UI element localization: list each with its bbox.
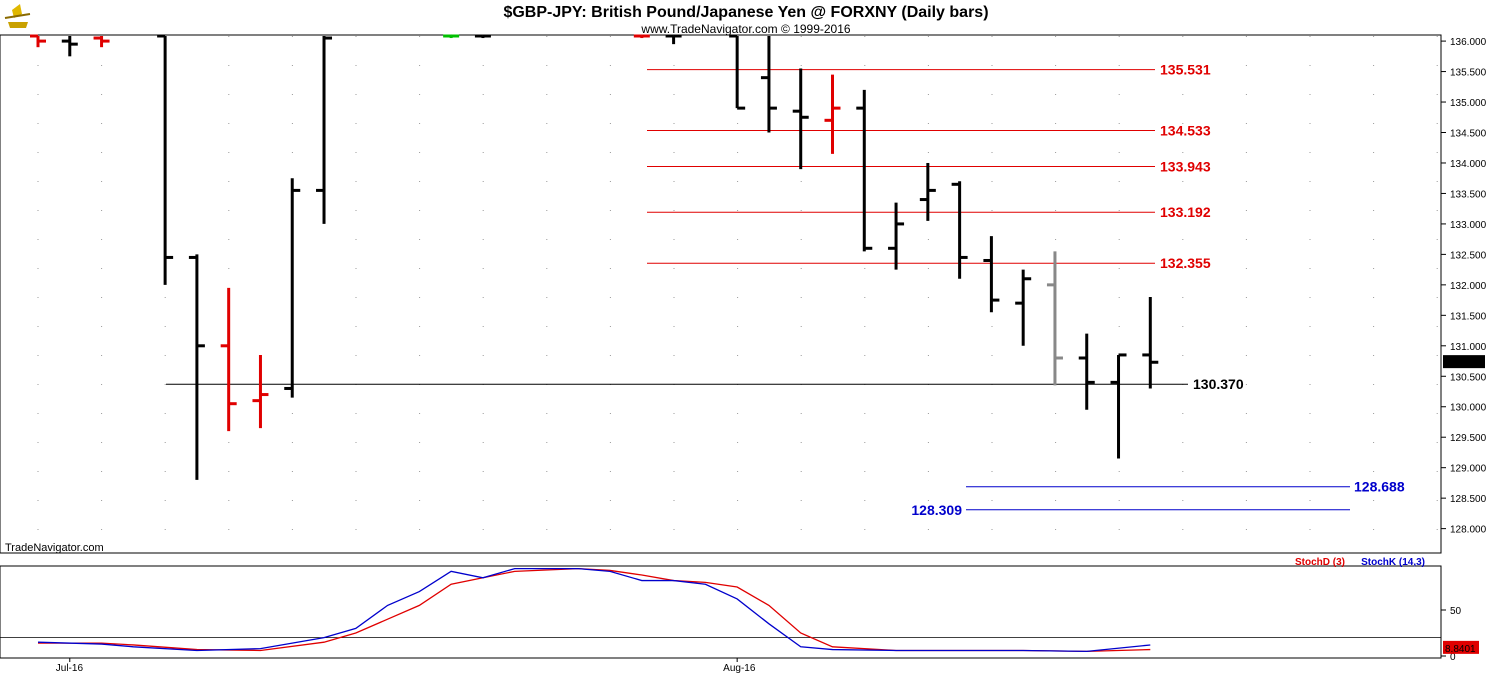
fib-level-label: 134.533 [1160, 122, 1211, 138]
copyright-text: www.TradeNavigator.com © 1999-2016 [640, 22, 850, 36]
price-tick-label: 130.000 [1450, 403, 1487, 414]
price-tick-label: 128.500 [1450, 494, 1487, 505]
level-lines: 135.531 134.533 133.943 133.192 132.355 130.3… [166, 62, 1405, 518]
app-logo [2, 2, 32, 30]
stochastic-axis: 50 0 [1441, 606, 1462, 663]
price-tick-label: 132.000 [1450, 281, 1487, 292]
price-gridlines [37, 36, 1438, 552]
target-label-2: 128.309 [911, 502, 962, 518]
fib-level-label: 135.531 [1160, 62, 1211, 78]
last-price-label: 130.732 [1445, 358, 1482, 369]
stochastic-series-line [38, 567, 1151, 653]
price-tick-label: 131.000 [1450, 342, 1487, 353]
stochastic-lines [37, 567, 1151, 653]
price-tick-label: 135.500 [1450, 68, 1487, 79]
price-bars [30, 34, 1159, 480]
price-tick-label: 129.000 [1450, 464, 1487, 475]
stochastic-tick-label: 50 [1450, 606, 1462, 617]
target-label-1: 128.688 [1354, 479, 1405, 495]
fib-level-label: 132.355 [1160, 255, 1211, 271]
stochastic-panel [0, 565, 1442, 659]
price-tick-label: 131.500 [1450, 311, 1487, 322]
price-tick-label: 129.500 [1450, 433, 1487, 444]
price-tick-label: 135.000 [1450, 98, 1487, 109]
legend-stochk: StochK (14,3) [1361, 557, 1425, 568]
legend-stochd: StochD (3) [1295, 557, 1345, 568]
price-tick-label: 136.000 [1450, 37, 1487, 48]
chart-title: $GBP-JPY: British Pound/Japanese Yen @ F… [503, 4, 988, 21]
date-tick-label: Aug-16 [723, 663, 756, 674]
last-price-box [1443, 355, 1485, 369]
watermark: TradeNavigator.com [5, 542, 104, 554]
price-tick-label: 130.500 [1450, 372, 1487, 383]
date-axis: Jul-16 Aug-16 [56, 658, 756, 674]
date-tick-label: Jul-16 [56, 663, 84, 674]
fib-level-label: 133.943 [1160, 158, 1211, 174]
support-label: 130.370 [1193, 376, 1244, 392]
price-axis: 136.000 135.500 135.000 134.500 134.000 133.5… [1441, 37, 1487, 536]
stochastic-last-value: 8.8401 [1443, 640, 1479, 655]
price-tick-label: 132.500 [1450, 250, 1487, 261]
last-price-marker: 130.732 [1443, 355, 1485, 369]
stochastic-last-label: 8.8401 [1445, 644, 1476, 655]
price-panel [0, 34, 1442, 554]
stochastic-last-box [1443, 640, 1479, 654]
stochastic-series-line [37, 567, 1151, 653]
price-tick-label: 133.000 [1450, 220, 1487, 231]
price-tick-label: 133.500 [1450, 189, 1487, 200]
price-tick-label: 134.500 [1450, 129, 1487, 140]
price-tick-label: 128.000 [1450, 525, 1487, 536]
fib-level-label: 133.192 [1160, 204, 1211, 220]
price-tick-label: 134.000 [1450, 159, 1487, 170]
stochastic-tick-label: 0 [1450, 652, 1456, 663]
